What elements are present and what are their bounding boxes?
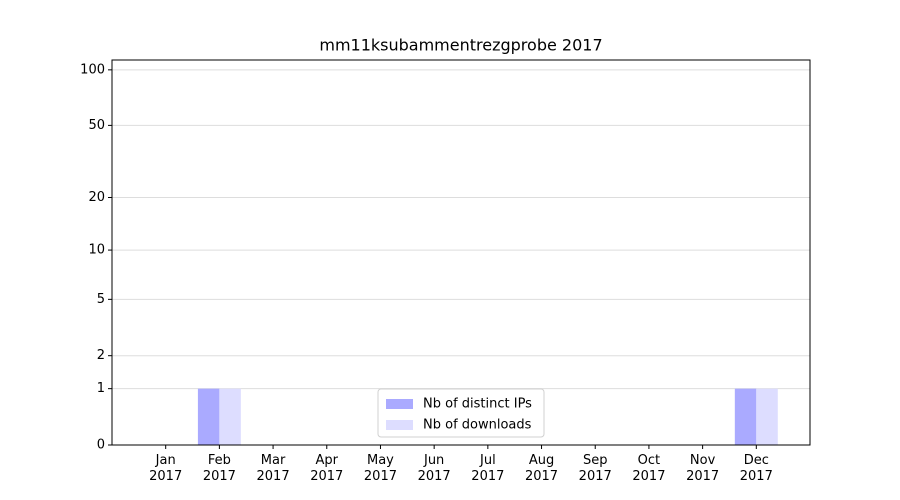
legend-swatch — [386, 420, 413, 430]
y-tick-label: 100 — [80, 62, 105, 77]
bar — [197, 388, 220, 445]
x-tick-label: Mar 2017 — [256, 453, 290, 484]
legend-label: Nb of downloads — [423, 418, 532, 433]
y-tick-label: 20 — [88, 190, 105, 205]
y-tick-label: 5 — [97, 292, 105, 307]
y-tick-label: 2 — [97, 348, 105, 363]
y-tick-label: 10 — [88, 243, 105, 258]
legend-swatch — [386, 399, 413, 409]
y-tick-label: 1 — [97, 381, 105, 396]
chart-title: mm11ksubammentrezgprobe 2017 — [319, 36, 602, 55]
bar — [734, 388, 757, 445]
plot-frame — [111, 59, 811, 446]
legend-box — [377, 388, 545, 438]
x-tick-label: May 2017 — [363, 453, 397, 484]
x-tick-label: Apr 2017 — [310, 453, 344, 484]
bar — [756, 388, 778, 445]
x-tick-label: Oct 2017 — [632, 453, 666, 484]
bar — [219, 388, 241, 445]
x-tick-label: Nov 2017 — [686, 453, 720, 484]
x-tick-label: Aug 2017 — [524, 453, 559, 484]
x-tick-label: Sep 2017 — [578, 453, 612, 484]
x-tick-label: Jan 2017 — [149, 453, 183, 484]
x-tick-label: Jul 2017 — [471, 453, 505, 484]
y-tick-label: 50 — [88, 118, 105, 133]
y-tick-label: 0 — [97, 438, 105, 453]
x-tick-label: Jun 2017 — [417, 453, 451, 484]
x-tick-label: Dec 2017 — [739, 453, 773, 484]
legend-label: Nb of distinct IPs — [423, 397, 532, 412]
x-tick-label: Feb 2017 — [202, 453, 236, 484]
